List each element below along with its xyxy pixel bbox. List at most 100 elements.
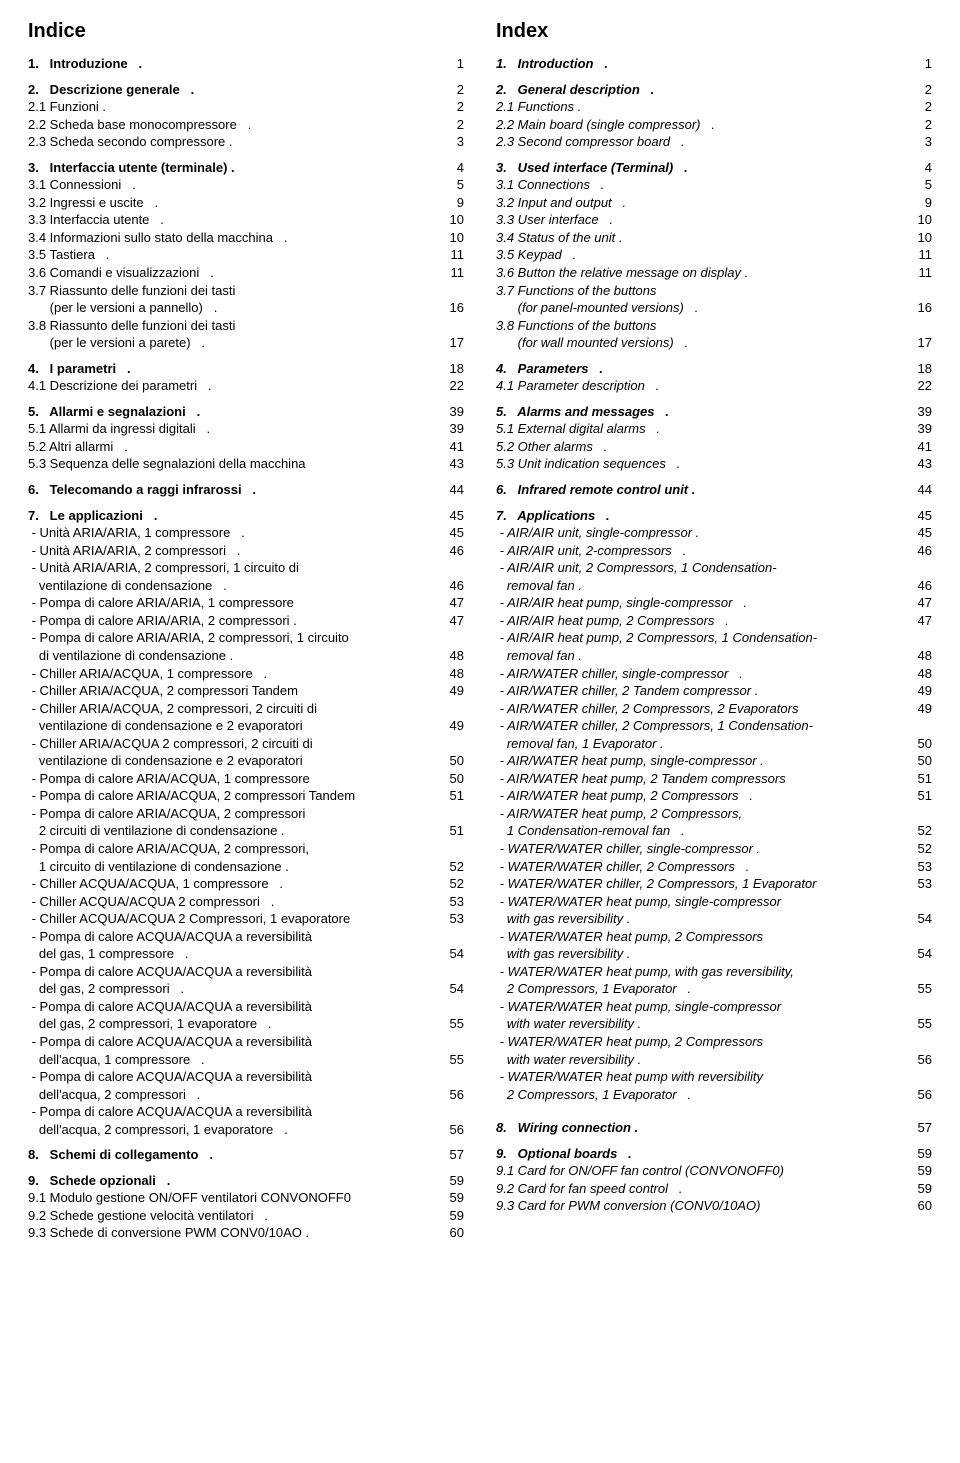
- toc-page: 48: [904, 647, 932, 665]
- toc-label: - AIR/WATER heat pump, single-compressor…: [496, 752, 764, 770]
- toc-entry: (for panel-mounted versions) .16: [496, 299, 932, 317]
- toc-label: ventilazione di condensazione .: [28, 577, 227, 595]
- toc-label: 3.2 Input and output .: [496, 194, 626, 212]
- toc-label: - AIR/WATER heat pump, 2 Compressors .: [496, 787, 753, 805]
- toc-entry: - Chiller ARIA/ACQUA 2 compressori, 2 ci…: [28, 735, 464, 753]
- toc-entry: dell'acqua, 2 compressori, 1 evaporatore…: [28, 1121, 464, 1139]
- toc-label: - Chiller ACQUA/ACQUA 2 Compressori, 1 e…: [28, 910, 350, 928]
- toc-label: 3.4 Informazioni sullo stato della macch…: [28, 229, 287, 247]
- toc-entry: - Pompa di calore ACQUA/ACQUA a reversib…: [28, 998, 464, 1016]
- toc-entry: - AIR/WATER heat pump, 2 Compressors,: [496, 805, 932, 823]
- toc-entry: - Chiller ACQUA/ACQUA 2 compressori .53: [28, 893, 464, 911]
- toc-entry: 7. Le applicazioni .45: [28, 507, 464, 525]
- toc-page: 54: [436, 945, 464, 963]
- toc-label: 3. Interfaccia utente (terminale) .: [28, 159, 235, 177]
- toc-label: 4.1 Parameter description .: [496, 377, 659, 395]
- toc-page: 2: [436, 98, 464, 116]
- toc-entry: - Chiller ARIA/ACQUA, 1 compressore .48: [28, 665, 464, 683]
- toc-page: 51: [436, 787, 464, 805]
- toc-label: 1 circuito di ventilazione di condensazi…: [28, 858, 289, 876]
- toc-entry: 3.7 Functions of the buttons: [496, 282, 932, 300]
- toc-entry: - Pompa di calore ARIA/ARIA, 2 compresso…: [28, 629, 464, 647]
- toc-entry: - AIR/AIR unit, 2-compressors .46: [496, 542, 932, 560]
- toc-entry: 3. Interfaccia utente (terminale) .4: [28, 159, 464, 177]
- toc-page: 50: [436, 752, 464, 770]
- toc-label: 5. Allarmi e segnalazioni .: [28, 403, 200, 421]
- toc-entry: 2.3 Scheda secondo compressore . 3: [28, 133, 464, 151]
- toc-entry: del gas, 2 compressori .54: [28, 980, 464, 998]
- toc-label: 2.1 Functions .: [496, 98, 581, 116]
- toc-entry: del gas, 2 compressori, 1 evaporatore .5…: [28, 1015, 464, 1033]
- toc-label: 9.1 Modulo gestione ON/OFF ventilatori C…: [28, 1189, 351, 1207]
- toc-entry: 8. Schemi di collegamento .57: [28, 1146, 464, 1164]
- toc-entry: - AIR/AIR unit, 2 Compressors, 1 Condens…: [496, 559, 932, 577]
- toc-label: - AIR/AIR unit, 2 Compressors, 1 Condens…: [496, 559, 777, 577]
- toc-entry: 3.4 Informazioni sullo stato della macch…: [28, 229, 464, 247]
- toc-page: 47: [436, 594, 464, 612]
- toc-label: - Unità ARIA/ARIA, 1 compressore .: [28, 524, 245, 542]
- toc-label: 5.2 Altri allarmi .: [28, 438, 128, 456]
- toc-page: 2: [904, 81, 932, 99]
- toc-page: 41: [904, 438, 932, 456]
- toc-entry: 3.1 Connections .5: [496, 176, 932, 194]
- toc-entry: 9. Optional boards .59: [496, 1145, 932, 1163]
- toc-entry: 9.3 Schede di conversione PWM CONV0/10AO…: [28, 1224, 464, 1242]
- toc-label: - Pompa di calore ACQUA/ACQUA a reversib…: [28, 928, 312, 946]
- toc-page: 45: [904, 507, 932, 525]
- toc-entry: 3. Used interface (Terminal) .4: [496, 159, 932, 177]
- toc-label: - Chiller ARIA/ACQUA, 2 compressori Tand…: [28, 682, 298, 700]
- toc-label: with gas reversibility .: [496, 945, 630, 963]
- toc-entry: 9.3 Card for PWM conversion (CONV0/10AO)…: [496, 1197, 932, 1215]
- toc-label: 3.1 Connessioni .: [28, 176, 136, 194]
- toc-label: - WATER/WATER heat pump, single-compress…: [496, 893, 781, 911]
- toc-entry: with gas reversibility .54: [496, 945, 932, 963]
- toc-entry: - Pompa di calore ARIA/ARIA, 1 compresso…: [28, 594, 464, 612]
- toc-label: 3.7 Riassunto delle funzioni dei tasti: [28, 282, 235, 300]
- toc-label: - WATER/WATER heat pump, 2 Compressors: [496, 1033, 763, 1051]
- toc-page: 44: [904, 481, 932, 499]
- toc-page: 16: [436, 299, 464, 317]
- toc-entry: 2.3 Second compressor board .3: [496, 133, 932, 151]
- toc-page: 54: [436, 980, 464, 998]
- toc-label: - Chiller ARIA/ACQUA, 1 compressore .: [28, 665, 267, 683]
- toc-label: - AIR/WATER chiller, 2 Tandem compressor…: [496, 682, 758, 700]
- toc-entry: - WATER/WATER heat pump, 2 Compressors: [496, 1033, 932, 1051]
- toc-page: 11: [904, 246, 932, 264]
- toc-page: 59: [904, 1162, 932, 1180]
- toc-page: 3: [436, 133, 464, 151]
- toc-label: 3. Used interface (Terminal) .: [496, 159, 688, 177]
- toc-label: 2.3 Second compressor board .: [496, 133, 685, 151]
- toc-entry: 9.1 Card for ON/OFF fan control (CONVONO…: [496, 1162, 932, 1180]
- toc-label: 4. I parametri .: [28, 360, 131, 378]
- toc-entry: 3.8 Functions of the buttons: [496, 317, 932, 335]
- toc-entry: - AIR/AIR heat pump, 2 Compressors, 1 Co…: [496, 629, 932, 647]
- toc-page: 11: [904, 264, 932, 282]
- toc-label: 9.3 Schede di conversione PWM CONV0/10AO…: [28, 1224, 309, 1242]
- toc-page: 59: [904, 1180, 932, 1198]
- toc-page: 56: [904, 1086, 932, 1104]
- toc-label: - Pompa di calore ACQUA/ACQUA a reversib…: [28, 1068, 312, 1086]
- toc-entry: 9. Schede opzionali .59: [28, 1172, 464, 1190]
- toc-label: 1 Condensation-removal fan .: [496, 822, 685, 840]
- toc-entry: with water reversibility .56: [496, 1051, 932, 1069]
- toc-page: 10: [904, 211, 932, 229]
- toc-entry: 2.2 Main board (single compressor) .2: [496, 116, 932, 134]
- toc-page: 39: [436, 420, 464, 438]
- toc-entry: ventilazione di condensazione .46: [28, 577, 464, 595]
- toc-page: 48: [436, 647, 464, 665]
- toc-page: 2: [436, 81, 464, 99]
- toc-entry: (for wall mounted versions) .17: [496, 334, 932, 352]
- toc-entry: 1. Introduction .1: [496, 55, 932, 73]
- toc-label: 1. Introduzione .: [28, 55, 142, 73]
- toc-label: - Pompa di calore ACQUA/ACQUA a reversib…: [28, 963, 312, 981]
- toc-label: 2.3 Scheda secondo compressore .: [28, 133, 233, 151]
- toc-label: - AIR/WATER heat pump, 2 Tandem compress…: [496, 770, 786, 788]
- toc-label: 3.2 Ingressi e uscite .: [28, 194, 158, 212]
- toc-page: 17: [904, 334, 932, 352]
- toc-page: 60: [904, 1197, 932, 1215]
- left-title: Indice: [28, 18, 464, 45]
- toc-label: 8. Wiring connection .: [496, 1119, 638, 1137]
- toc-entry: 3.5 Tastiera .11: [28, 246, 464, 264]
- toc-entry: - Unità ARIA/ARIA, 2 compressori, 1 circ…: [28, 559, 464, 577]
- toc-page: 22: [904, 377, 932, 395]
